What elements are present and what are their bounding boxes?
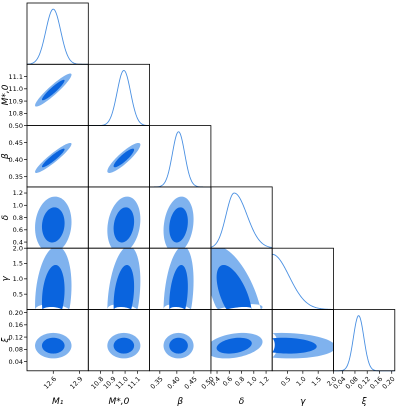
xaxis-label-Ms0: M*,0 <box>109 397 130 407</box>
contour-beta-vs-Ms0 <box>107 142 141 173</box>
panel-frame-Ms0-Ms0 <box>87 63 151 127</box>
xtick-label-delta: 1.0 <box>246 375 259 388</box>
yaxis-label-delta: δ <box>1 214 11 220</box>
contour-inner-beta-vs-M1 <box>41 148 65 168</box>
xtick-label-M1: 12.6 <box>42 375 58 391</box>
marginal-curve-Ms0 <box>88 69 150 127</box>
panel-frame-xi-xi <box>333 309 396 372</box>
ytick-label-beta: 0.40 <box>9 156 23 164</box>
contour-inner-gamma-vs-delta <box>216 264 252 310</box>
ytick-label-delta: 1.0 <box>13 201 23 209</box>
marginal-curve-xi <box>333 315 395 372</box>
xaxis-label-M1: M₁ <box>52 397 64 407</box>
contour-inner-delta-vs-M1 <box>41 207 65 243</box>
panel-frame-delta-delta <box>210 186 273 249</box>
ytick-label-gamma: 1.5 <box>13 260 23 268</box>
contour-inner-delta-vs-Ms0 <box>113 207 135 243</box>
xtick-label-gamma: 1.5 <box>310 375 323 388</box>
ytick-label-Ms0: 10.9 <box>9 97 23 105</box>
yaxis-label-beta: β <box>1 153 11 160</box>
marginal-curve-delta <box>210 192 273 249</box>
contour-inner-xi-vs-Ms0 <box>113 337 135 354</box>
contour-beta-vs-M1 <box>35 142 72 173</box>
xtick-label-beta: 0.45 <box>183 375 199 391</box>
contour-inner-xi-vs-beta <box>169 337 188 354</box>
contour-xi-vs-delta <box>210 332 263 359</box>
ytick-label-Ms0: 10.8 <box>9 110 23 118</box>
xaxis-label-gamma: γ <box>300 397 306 407</box>
ytick-label-xi: 0.16 <box>9 321 23 329</box>
ytick-label-delta: 1.2 <box>13 189 23 197</box>
xtick-label-beta: 0.35 <box>149 375 165 391</box>
ytick-label-beta: 0.50 <box>9 122 23 130</box>
xaxis-label-delta: δ <box>239 397 245 407</box>
contour-Ms0-vs-M1 <box>35 73 72 107</box>
yaxis-label-Ms0: M*,0 <box>1 84 11 105</box>
xaxis-label-beta: β <box>176 397 183 407</box>
contour-inner-xi-vs-gamma <box>272 337 317 354</box>
xtick-label-beta: 0.40 <box>166 375 182 391</box>
ytick-label-Ms0: 11.0 <box>9 85 23 93</box>
contour-gamma-vs-Ms0 <box>107 248 141 310</box>
panel-frame-gamma-gamma <box>271 247 334 310</box>
contour-gamma-vs-delta <box>210 248 263 310</box>
contour-xi-vs-gamma <box>272 332 334 359</box>
contour-xi-vs-Ms0 <box>107 332 141 359</box>
marginal-curve-gamma <box>272 253 334 310</box>
contour-inner-delta-vs-beta <box>169 207 188 243</box>
ytick-label-xi: 0.08 <box>9 346 23 354</box>
contour-xi-vs-M1 <box>35 332 72 359</box>
ytick-label-beta: 0.35 <box>9 173 23 181</box>
xtick-label-delta: 0.6 <box>221 375 234 388</box>
ytick-label-xi: 0.12 <box>9 333 23 341</box>
contour-gamma-vs-M1 <box>35 248 72 310</box>
xtick-label-gamma: 0.5 <box>279 375 292 388</box>
contour-delta-vs-M1 <box>35 196 72 249</box>
ytick-label-delta: 0.4 <box>13 238 23 246</box>
contour-gamma-vs-beta <box>163 248 194 310</box>
xaxis-label-xi: ξ <box>361 397 368 407</box>
contour-inner-gamma-vs-M1 <box>41 264 65 310</box>
yaxis-label-xi: ξ <box>1 337 11 344</box>
marginal-curve-M1 <box>26 8 89 65</box>
xtick-label-gamma: 1.0 <box>295 375 308 388</box>
marginal-curve-beta <box>149 131 211 188</box>
contour-inner-xi-vs-delta <box>216 337 252 354</box>
yaxis-label-gamma: γ <box>1 276 11 282</box>
ytick-label-gamma: 1.0 <box>13 275 23 283</box>
xtick-label-M1: 12.9 <box>68 375 84 391</box>
xtick-label-delta: 1.2 <box>258 375 271 388</box>
contour-inner-beta-vs-Ms0 <box>113 148 135 168</box>
ytick-label-Ms0: 11.1 <box>9 73 23 81</box>
panel-frame-M1-M1 <box>26 2 89 65</box>
contour-inner-gamma-vs-Ms0 <box>113 264 135 310</box>
panel-frame-Ms0-M1 <box>26 63 89 127</box>
xtick-label-xi: 0.20 <box>381 375 397 391</box>
ytick-label-beta: 0.45 <box>9 139 23 147</box>
ytick-label-delta: 0.6 <box>13 226 23 234</box>
ytick-label-gamma: 2.0 <box>13 244 23 252</box>
contour-delta-vs-beta <box>163 196 194 249</box>
xtick-label-delta: 0.8 <box>233 375 246 388</box>
ytick-label-delta: 0.8 <box>13 214 23 222</box>
contour-xi-vs-beta <box>163 332 194 359</box>
ytick-label-xi: 0.04 <box>9 358 23 366</box>
contour-inner-gamma-vs-beta <box>169 264 188 310</box>
ytick-label-gamma: 0.5 <box>13 290 23 298</box>
xtick-label-Ms0: 11.1 <box>126 375 142 391</box>
ytick-label-xi: 0.20 <box>9 309 23 317</box>
contour-delta-vs-Ms0 <box>107 196 141 249</box>
contour-inner-Ms0-vs-M1 <box>41 79 65 101</box>
contour-inner-xi-vs-M1 <box>41 337 65 354</box>
